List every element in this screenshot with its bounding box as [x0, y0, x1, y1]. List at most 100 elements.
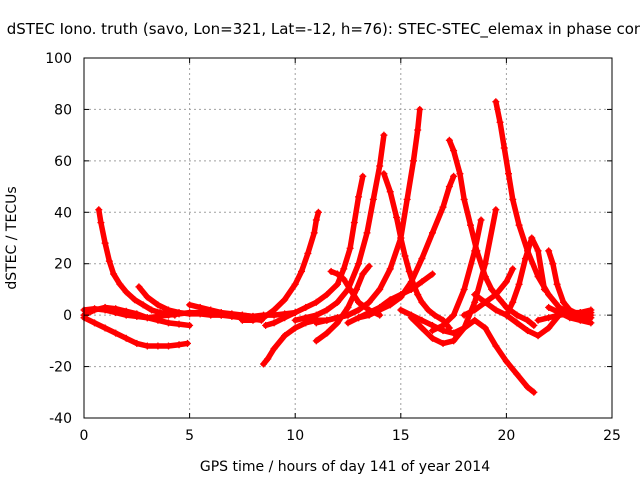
- data-point-trail: [450, 286, 467, 318]
- data-point: [450, 172, 458, 180]
- data-point-trail: [305, 230, 317, 257]
- data-point-trail: [461, 196, 474, 228]
- data-points-layer: [80, 98, 595, 396]
- data-point: [365, 262, 373, 270]
- x-tick-label: 10: [286, 428, 304, 444]
- data-point-trail: [404, 158, 417, 203]
- data-point-trail: [516, 222, 531, 254]
- data-series: [312, 105, 424, 327]
- x-tick-label: 0: [80, 428, 89, 444]
- data-point-trail: [501, 145, 512, 177]
- data-series: [445, 136, 538, 329]
- data-point-trail: [398, 278, 415, 300]
- data-series: [238, 208, 322, 324]
- data-point-trail: [410, 127, 421, 164]
- data-point: [186, 321, 194, 329]
- data-point-trail: [524, 317, 537, 329]
- data-point-trail: [341, 245, 353, 272]
- y-axis-label: dSTEC / TECUs: [4, 186, 20, 289]
- data-point-trail: [514, 371, 531, 390]
- data-point-trail: [440, 183, 453, 210]
- data-point-trail: [535, 248, 548, 293]
- data-point: [530, 388, 538, 396]
- data-point-trail: [351, 194, 362, 226]
- data-point: [477, 216, 485, 224]
- data-point-trail: [102, 240, 113, 264]
- data-point: [314, 208, 322, 216]
- data-point: [380, 131, 388, 139]
- data-series: [80, 303, 194, 329]
- data-point: [587, 319, 595, 327]
- data-point-trail: [493, 343, 510, 365]
- data-point-trail: [509, 196, 522, 228]
- y-tick-label: 80: [54, 102, 72, 118]
- x-tick-label: 25: [603, 428, 621, 444]
- data-point-trail: [450, 325, 467, 344]
- data-point-trail: [419, 271, 436, 285]
- x-tick-label: 20: [497, 428, 515, 444]
- data-series: [545, 303, 595, 327]
- data-point: [359, 172, 367, 180]
- data-point-trail: [419, 230, 436, 262]
- data-point-trail: [376, 132, 387, 169]
- data-point: [183, 339, 191, 347]
- data-point-trail: [554, 281, 567, 306]
- data-point-trail: [271, 332, 288, 352]
- data-point-trail: [355, 230, 370, 267]
- data-point-trail: [545, 291, 562, 311]
- data-point-trail: [429, 204, 446, 236]
- data-point-trail: [516, 255, 529, 288]
- data-point-trail: [493, 278, 510, 298]
- y-tick-label: 60: [54, 154, 72, 170]
- data-series: [327, 267, 384, 319]
- data-point-trail: [381, 170, 393, 195]
- data-point: [416, 105, 424, 113]
- data-point: [509, 265, 517, 273]
- data-point: [428, 270, 436, 278]
- data-series: [355, 172, 458, 322]
- data-point-trail: [408, 255, 425, 285]
- data-point-trail: [376, 266, 393, 293]
- data-point-trail: [370, 163, 383, 203]
- data-point-trail: [524, 384, 537, 396]
- y-tick-label: -40: [49, 411, 72, 427]
- data-series: [428, 216, 485, 335]
- y-tick-label: 100: [45, 51, 72, 67]
- data-point-trail: [482, 206, 499, 267]
- data-series: [502, 234, 548, 319]
- data-point-trail: [457, 170, 467, 203]
- data-point-trail: [387, 188, 400, 221]
- data-point-trail: [393, 214, 404, 241]
- data-point: [540, 285, 548, 293]
- data-point-trail: [355, 173, 366, 200]
- data-point-trail: [398, 235, 408, 259]
- data-point-trail: [347, 219, 358, 252]
- data-point-trail: [471, 217, 484, 254]
- data-point-trail: [98, 219, 108, 246]
- data-point-trail: [509, 281, 522, 306]
- data-point-trail: [474, 248, 489, 280]
- data-point-trail: [364, 196, 377, 236]
- data-point-trail: [493, 98, 503, 126]
- x-tick-label: 15: [392, 428, 410, 444]
- data-point-trail: [505, 170, 516, 203]
- data-series: [262, 172, 367, 329]
- data-point-trail: [461, 248, 478, 293]
- y-tick-label: -20: [49, 360, 72, 376]
- data-point-trail: [334, 286, 351, 306]
- plot-frame: [83, 57, 613, 419]
- x-tick-label: 5: [185, 428, 194, 444]
- data-series: [80, 314, 191, 350]
- data-point: [587, 306, 595, 314]
- data-point-trail: [353, 271, 366, 293]
- data-point-trail: [550, 260, 560, 288]
- y-tick-label: 0: [63, 308, 72, 324]
- data-point-trail: [503, 358, 520, 378]
- y-tick-label: 40: [54, 205, 72, 221]
- x-axis-label: GPS time / hours of day 141 of year 2014: [200, 459, 490, 475]
- data-series: [291, 131, 388, 324]
- data-point-trail: [366, 286, 383, 306]
- data-point-trail: [298, 250, 311, 275]
